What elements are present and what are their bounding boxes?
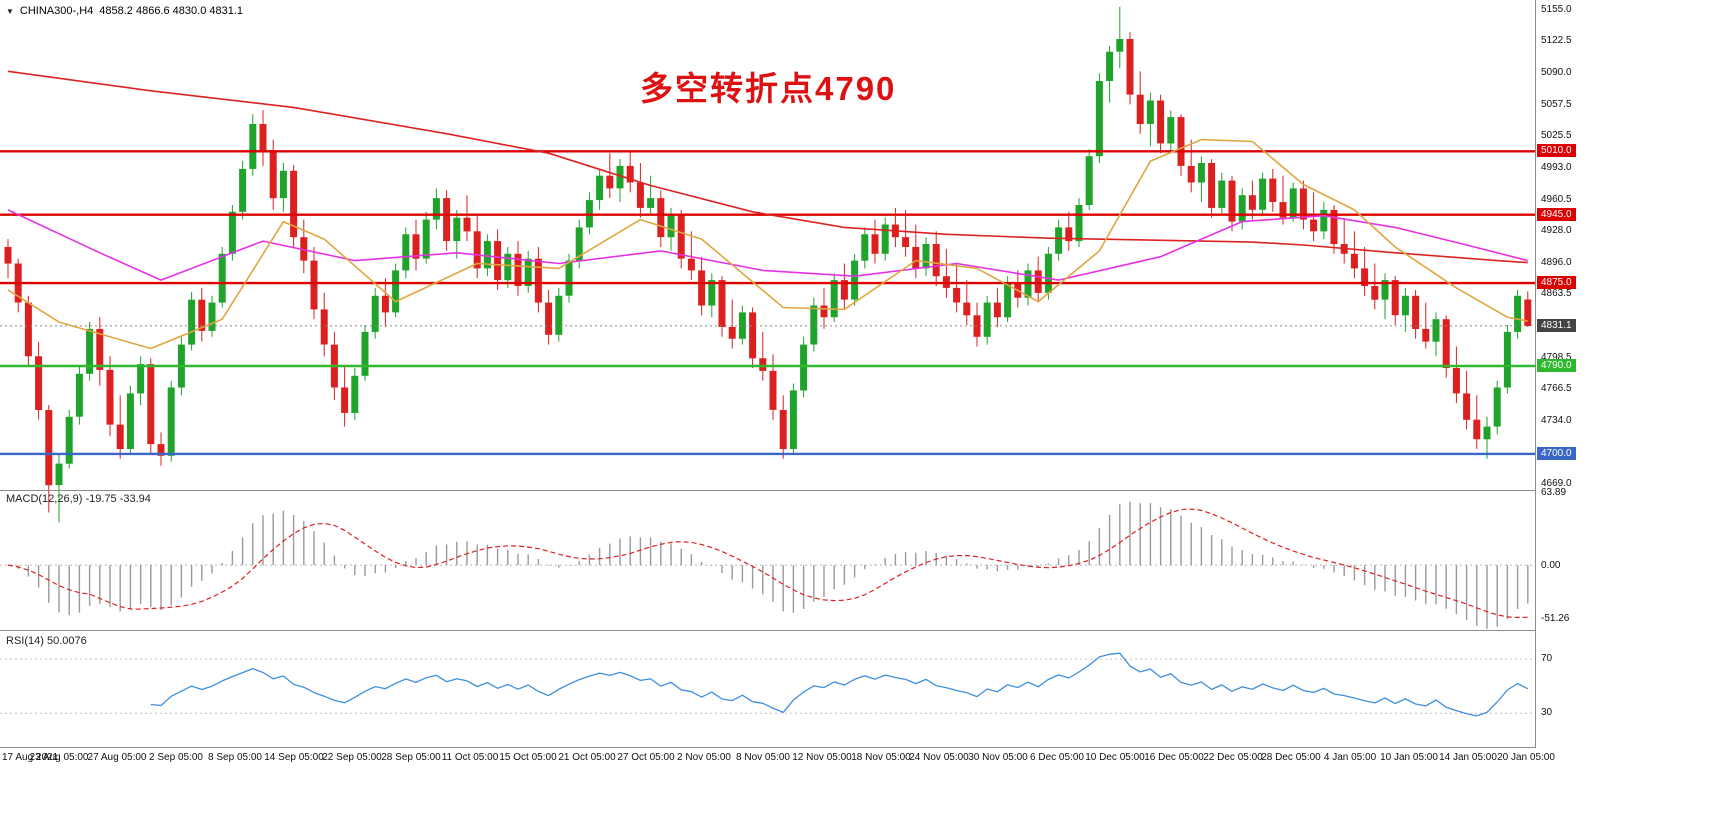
price-axis-label: 4669.0 bbox=[1541, 478, 1572, 490]
time-label: 14 Jan 05:00 bbox=[1439, 752, 1497, 763]
macd-label: MACD(12,26,9) -19.75 -33.94 bbox=[6, 493, 151, 505]
hline-price-badge: 4790.0 bbox=[1537, 359, 1576, 373]
current-price-badge: 4831.1 bbox=[1537, 318, 1576, 332]
time-label: 4 Jan 05:00 bbox=[1323, 752, 1377, 763]
hline-price-badge: 4875.0 bbox=[1537, 276, 1576, 290]
rsi-level-label: 30 bbox=[1541, 707, 1553, 719]
price-axis-label: 4993.0 bbox=[1541, 161, 1572, 173]
price-axis-label: 4928.0 bbox=[1541, 225, 1572, 237]
hline-price-badge: 5010.0 bbox=[1537, 144, 1576, 158]
rsi-label: RSI(14) 50.0076 bbox=[6, 635, 87, 647]
time-label: 12 Nov 05:00 bbox=[792, 752, 852, 763]
symbol-collapse-icon[interactable]: ▼ bbox=[6, 6, 14, 16]
time-label: 30 Nov 05:00 bbox=[968, 752, 1028, 763]
price-axis-label: 4863.5 bbox=[1541, 288, 1572, 300]
time-label: 10 Dec 05:00 bbox=[1085, 752, 1145, 763]
price-axis-label: 4960.5 bbox=[1541, 193, 1572, 205]
price-axis-label: 4896.0 bbox=[1541, 256, 1572, 268]
time-label: 11 Oct 05:00 bbox=[441, 752, 499, 763]
price-axis-label: 5025.5 bbox=[1541, 130, 1572, 142]
time-label: 27 Aug 05:00 bbox=[87, 752, 147, 763]
time-label: 27 Oct 05:00 bbox=[617, 752, 675, 763]
rsi-level-label: 70 bbox=[1541, 653, 1553, 665]
time-label: 22 Sep 05:00 bbox=[322, 752, 382, 763]
time-label: 28 Sep 05:00 bbox=[381, 752, 441, 763]
macd-axis-label: -51.26 bbox=[1541, 613, 1570, 624]
price-axis-label: 4734.0 bbox=[1541, 414, 1572, 426]
price-axis-label: 4766.5 bbox=[1541, 382, 1572, 394]
time-label: 10 Jan 05:00 bbox=[1380, 752, 1438, 763]
time-axis[interactable]: 17 Aug 2021 23 Aug 05:00 27 Aug 05:00 2 Sep… bbox=[0, 748, 1720, 778]
symbol-bar: ▼ CHINA300-,H4 4858.2 4866.6 4830.0 4831… bbox=[6, 5, 243, 17]
time-label: 6 Dec 05:00 bbox=[1030, 752, 1084, 763]
symbol-name: CHINA300-,H4 bbox=[19, 5, 94, 17]
price-axis-label: 5122.5 bbox=[1541, 35, 1572, 47]
macd-axis-label: 0.00 bbox=[1541, 560, 1561, 572]
time-label: 8 Nov 05:00 bbox=[736, 752, 790, 763]
time-label: 2 Nov 05:00 bbox=[677, 752, 731, 763]
price-axis-label: 4798.5 bbox=[1541, 351, 1572, 363]
time-label: 8 Sep 05:00 bbox=[208, 752, 262, 763]
time-label: 14 Sep 05:00 bbox=[264, 752, 324, 763]
macd-axis-label: 63.89 bbox=[1541, 487, 1567, 499]
hline-price-badge: 4700.0 bbox=[1537, 446, 1576, 460]
price-axis[interactable]: 5155.0 5122.5 5090.0 5057.5 5025.5 4993.0 4960… bbox=[1536, 0, 1720, 748]
time-label: 17 Aug 2021 bbox=[2, 752, 59, 763]
time-label: 23 Aug 05:00 bbox=[29, 752, 89, 763]
chart-annotation[interactable]: 多空转折点4790 bbox=[640, 70, 897, 107]
symbol-ohlc-text: 4858.2 4866.6 4830.0 4831.1 bbox=[99, 5, 244, 17]
price-axis-label: 5155.0 bbox=[1541, 3, 1572, 15]
time-label: 24 Nov 05:00 bbox=[909, 752, 969, 763]
price-axis-label: 5090.0 bbox=[1541, 67, 1572, 79]
hline-price-badge: 4945.0 bbox=[1537, 207, 1576, 221]
time-label: 22 Dec 05:00 bbox=[1203, 752, 1263, 763]
time-label: 28 Dec 05:00 bbox=[1261, 752, 1321, 763]
time-label: 21 Oct 05:00 bbox=[558, 752, 616, 763]
time-label: 16 Dec 05:00 bbox=[1144, 752, 1204, 763]
time-label: 18 Nov 05:00 bbox=[851, 752, 911, 763]
time-label: 2 Sep 05:00 bbox=[149, 752, 203, 763]
time-label: 15 Oct 05:00 bbox=[499, 752, 557, 763]
time-label: 20 Jan 05:00 bbox=[1497, 752, 1555, 763]
price-axis-label: 5057.5 bbox=[1541, 98, 1572, 110]
